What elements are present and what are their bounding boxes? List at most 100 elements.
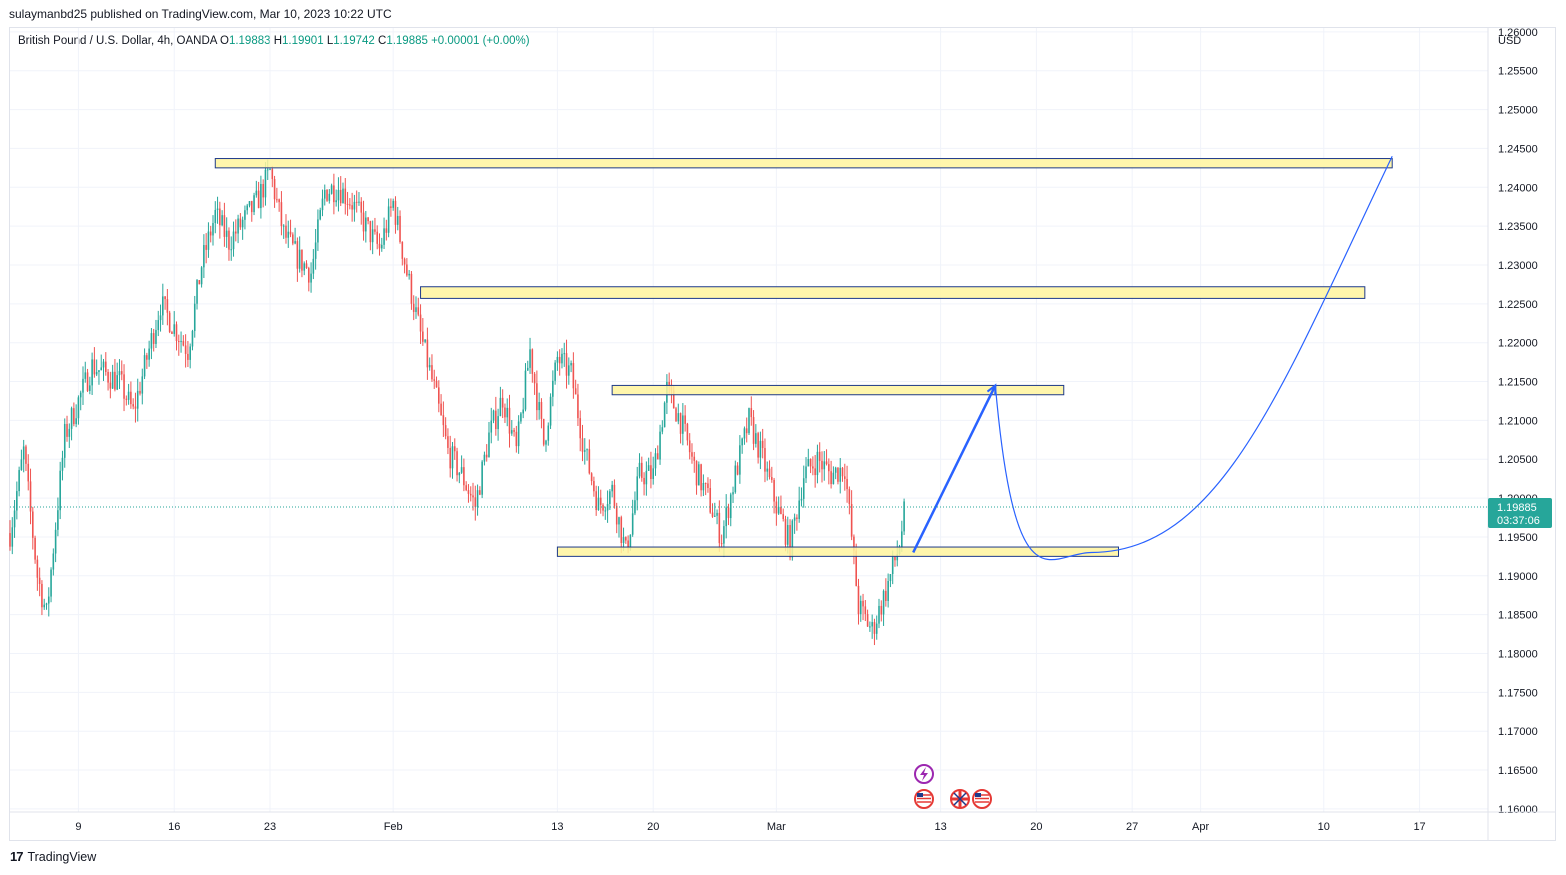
candle-body	[536, 383, 538, 411]
candle-body	[855, 550, 857, 586]
candle-body	[438, 387, 440, 404]
candle-body	[61, 457, 64, 471]
candle-body	[157, 320, 160, 331]
candle-body	[171, 331, 173, 334]
chart-frame	[9, 27, 1556, 841]
candle-body	[476, 490, 479, 507]
price-tick-label: 1.22500	[1498, 299, 1538, 311]
candle-body	[757, 433, 759, 458]
candle-body	[506, 407, 509, 418]
candle-body	[32, 511, 34, 538]
candle-body	[563, 353, 566, 355]
candle-body	[675, 408, 677, 422]
candle-body	[380, 244, 383, 249]
us-flag-icon[interactable]	[914, 789, 934, 809]
support-resistance-zones	[214, 158, 1393, 557]
lightning-event-icon[interactable]	[914, 764, 934, 784]
candle-body	[337, 189, 340, 201]
candle-body	[841, 467, 844, 477]
candle-body	[723, 526, 725, 544]
candle-body	[768, 468, 771, 478]
candle-body	[435, 380, 438, 388]
projection-curve	[994, 155, 1393, 561]
candle-body	[542, 418, 545, 445]
candle-body	[221, 215, 223, 226]
candle-body	[597, 497, 600, 511]
us-flag-icon[interactable]	[972, 789, 992, 809]
candle-body	[590, 473, 593, 482]
close-value: 1.19885	[386, 35, 428, 47]
candle-body	[433, 379, 436, 381]
candle-body	[750, 408, 753, 418]
footer-branding[interactable]: 17 TradingView	[10, 849, 96, 864]
candle-body	[89, 385, 91, 391]
candle-body	[554, 362, 556, 381]
candle-body	[109, 382, 112, 389]
candle-body	[713, 515, 716, 517]
tradingview-logo-icon: 17	[10, 849, 24, 864]
candle-body	[691, 452, 693, 457]
price-tick-label: 1.17500	[1498, 687, 1538, 699]
candle-body	[866, 614, 869, 627]
candle-body	[253, 195, 255, 213]
candle-body	[456, 451, 458, 476]
candle-body	[663, 402, 666, 428]
candle-body	[620, 517, 623, 544]
candle-body	[771, 477, 773, 480]
candle-body	[209, 231, 212, 236]
candle-body	[255, 190, 258, 196]
candle-body	[86, 372, 89, 391]
candle-body	[784, 518, 787, 545]
candle-body	[684, 415, 686, 424]
candle-body	[755, 433, 757, 444]
candle-body	[127, 391, 130, 400]
candle-body	[47, 596, 50, 604]
symbol-name[interactable]: British Pound / U.S. Dollar, 4h, OANDA	[18, 35, 217, 47]
candle-body	[280, 202, 283, 227]
candle-body	[307, 268, 310, 283]
candle-body	[230, 249, 233, 251]
candle-body	[100, 367, 103, 371]
candle-body	[399, 215, 401, 242]
candle-body	[716, 512, 718, 516]
candle-body	[807, 459, 810, 467]
candle-body	[579, 418, 582, 439]
candle-body	[143, 355, 146, 377]
candle-body	[401, 241, 404, 259]
candle-body	[102, 361, 105, 368]
candle-body	[371, 229, 374, 243]
candle-body	[330, 185, 333, 194]
date-tick-label: 13	[934, 821, 946, 833]
candle-body	[203, 245, 205, 268]
candle-body	[451, 446, 454, 469]
candle-body	[581, 438, 584, 452]
candle-body	[431, 365, 433, 380]
candle-body	[198, 280, 201, 285]
candle-body	[901, 531, 903, 548]
candle-body	[225, 230, 228, 237]
candle-body	[524, 370, 527, 410]
candle-body	[789, 525, 791, 558]
date-tick-label: 10	[1318, 821, 1330, 833]
uk-flag-icon[interactable]	[950, 789, 970, 809]
candle-body	[237, 218, 239, 234]
candle-body	[568, 365, 570, 376]
event-markers	[914, 764, 992, 809]
candle-body	[260, 183, 262, 209]
candle-body	[369, 221, 372, 243]
candle-body	[396, 215, 399, 225]
candle-body	[141, 376, 144, 394]
candle-body	[419, 314, 422, 332]
candle-body	[759, 440, 762, 458]
candle-body	[809, 459, 812, 467]
candle-body	[232, 231, 235, 250]
candle-body	[682, 415, 684, 434]
candle-body	[294, 241, 296, 244]
candle-body	[522, 409, 524, 414]
candle-body	[871, 622, 873, 627]
candle-body	[739, 445, 741, 475]
candle-body	[349, 204, 351, 206]
candle-body	[834, 467, 837, 473]
candle-body	[159, 315, 162, 321]
